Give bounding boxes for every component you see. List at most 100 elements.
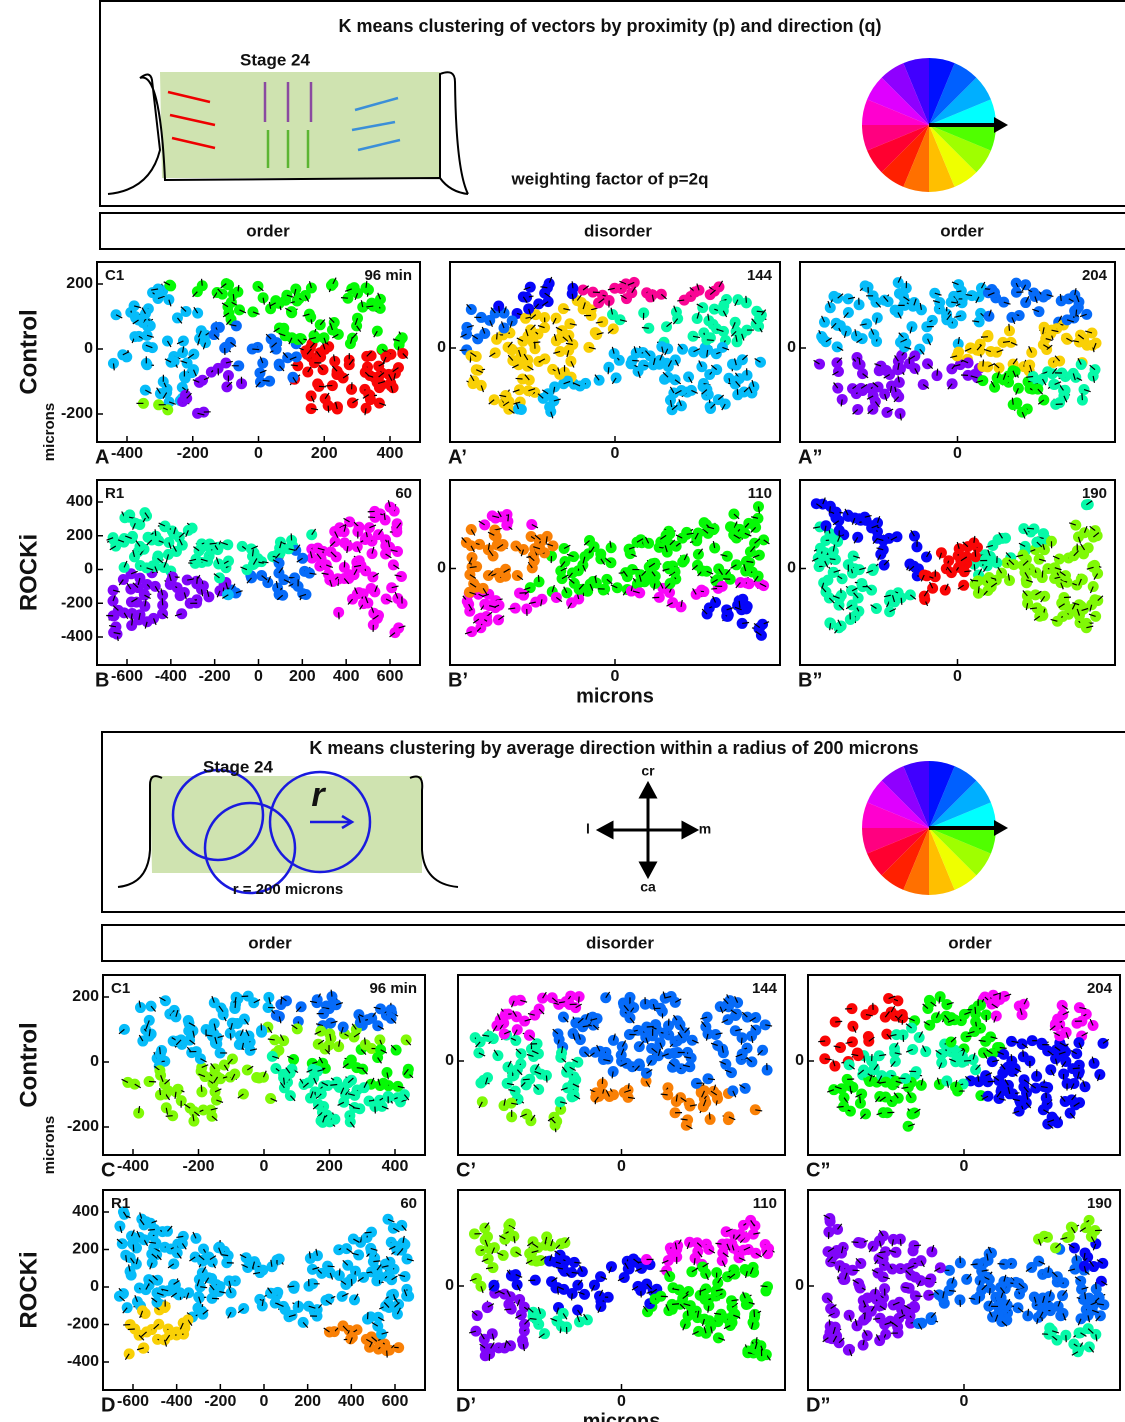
panel-time: 96 min — [369, 980, 417, 997]
x-tick-label: -200 — [182, 1158, 214, 1175]
x-tick-label: 400 — [377, 445, 404, 462]
y-tick-label: 0 — [787, 339, 796, 356]
cell-vector — [1030, 608, 1037, 609]
stage-label: Stage 24 — [240, 50, 310, 69]
x-tick-label: 0 — [611, 445, 620, 462]
cell-vector — [1000, 1048, 1007, 1049]
panel-letter: A — [95, 446, 109, 468]
y-tick-label: 0 — [84, 561, 93, 578]
cell-dot — [592, 1013, 603, 1024]
cell-vector — [197, 577, 198, 584]
cell-vector — [366, 306, 373, 307]
cell-vector — [497, 332, 498, 339]
cell-vector — [974, 564, 975, 571]
cell-dot — [503, 342, 514, 353]
y-tick-label: 200 — [66, 527, 93, 544]
cell-vector — [341, 298, 348, 299]
cell-vector — [160, 1047, 161, 1054]
cell-vector — [830, 506, 831, 513]
x-tick-label: 0 — [260, 1393, 269, 1410]
row-label: Control — [15, 1022, 42, 1107]
axis-label: microns — [576, 685, 654, 707]
cell-vector — [642, 328, 649, 329]
x-tick-label: 600 — [382, 1393, 409, 1410]
cell-vector — [983, 360, 984, 367]
compass-label: m — [699, 821, 711, 837]
x-tick-label: 400 — [333, 668, 360, 685]
cell-vector — [155, 529, 156, 536]
compass-label: cr — [641, 763, 655, 779]
cell-vector — [148, 1230, 155, 1231]
cell-vector — [641, 1290, 642, 1297]
cell-vector — [284, 1078, 285, 1085]
x-tick-label: 200 — [289, 668, 316, 685]
y-tick-label: 0 — [787, 560, 796, 577]
x-tick-label: 0 — [617, 1158, 626, 1175]
y-tick-label: -200 — [67, 1118, 99, 1135]
cell-vector — [160, 1088, 161, 1095]
cell-vector — [365, 1232, 372, 1233]
radius-caption: r = 200 microns — [233, 881, 343, 898]
y-tick-label: -400 — [61, 628, 93, 645]
panel-time: 96 min — [364, 267, 412, 284]
cell-vector — [835, 1021, 842, 1022]
panel: C196 minA-400-20002004002000-200 — [61, 262, 420, 468]
y-tick-label: 200 — [66, 275, 93, 292]
panel-letter: D — [101, 1394, 115, 1416]
panel-time: 144 — [752, 980, 778, 997]
y-tick-label: -400 — [67, 1353, 99, 1370]
cell-vector — [133, 1244, 134, 1251]
radius-symbol: r — [311, 776, 326, 814]
cell-vector — [708, 1079, 715, 1080]
panel-tag: C1 — [111, 980, 130, 997]
panel: 144C’00 — [445, 975, 785, 1181]
cell-vector — [608, 367, 609, 374]
cell-vector — [357, 1068, 364, 1069]
cell-dot — [117, 349, 128, 360]
cell-vector — [746, 296, 747, 303]
cell-vector — [707, 340, 714, 341]
x-tick-label: -200 — [199, 668, 231, 685]
axis-label: microns — [41, 1116, 58, 1174]
cell-vector — [739, 601, 740, 608]
cell-vector — [1009, 324, 1010, 331]
panel: 110D’00 — [445, 1190, 785, 1416]
cell-vector — [330, 1084, 337, 1085]
panel: 144A’00 — [437, 262, 780, 468]
panel-time: 204 — [1087, 980, 1113, 997]
cell-vector — [166, 1116, 173, 1117]
cell-vector — [1027, 528, 1034, 529]
cell-vector — [579, 997, 580, 1004]
x-tick-label: 0 — [254, 668, 263, 685]
axis-label: microns — [41, 403, 58, 461]
compass-label: ca — [640, 879, 656, 895]
cell-vector — [661, 1094, 668, 1095]
cell-vector — [971, 580, 978, 581]
panel-letter: B’ — [448, 669, 468, 691]
panel: R160B-600-400-20002004006004002000-200-4… — [61, 480, 420, 691]
box-title: K means clustering of vectors by proximi… — [338, 16, 881, 36]
cell-vector — [331, 990, 332, 997]
order-label: order — [246, 221, 290, 240]
cell-vector — [1026, 376, 1033, 377]
panel: 110B’00 — [437, 480, 780, 691]
cell-vector — [252, 349, 259, 350]
y-tick-label: 400 — [66, 493, 93, 510]
stage-label: Stage 24 — [203, 757, 273, 776]
x-tick-label: -400 — [117, 1158, 149, 1175]
cell-vector — [964, 571, 971, 572]
y-tick-label: 0 — [90, 1278, 99, 1295]
cell-vector — [339, 1269, 340, 1276]
x-tick-label: 0 — [260, 1158, 269, 1175]
cell-vector — [365, 1038, 366, 1045]
weighting-caption: weighting factor of p=2q — [511, 169, 709, 188]
panel-letter: B — [95, 669, 109, 691]
cell-vector — [126, 1255, 127, 1262]
cell-vector — [1011, 1054, 1012, 1061]
cell-vector — [975, 550, 976, 557]
panel-tag: R1 — [111, 1195, 130, 1212]
compass-label: l — [586, 821, 590, 837]
x-tick-label: -400 — [155, 668, 187, 685]
y-tick-label: 200 — [72, 988, 99, 1005]
